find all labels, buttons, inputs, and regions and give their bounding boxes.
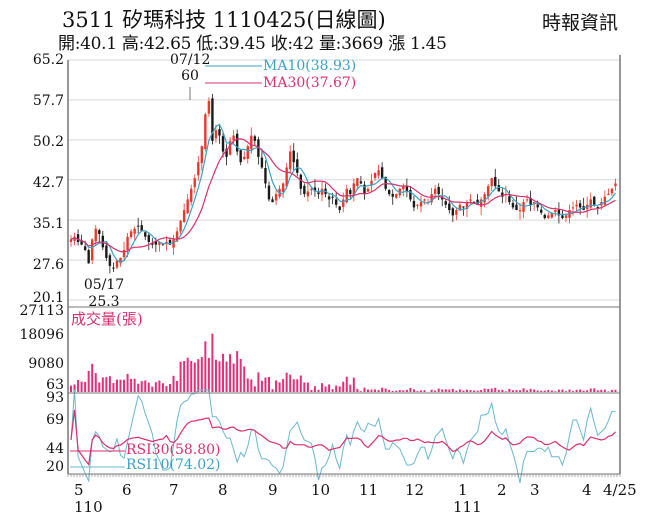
- rsi-ytick: 69: [46, 412, 64, 428]
- xtick-year: 111: [453, 498, 482, 516]
- volume-ytick: 63: [46, 377, 64, 393]
- xtick-year: 110: [74, 498, 103, 516]
- xtick-month: 5: [74, 481, 84, 499]
- chart-frame: [67, 55, 621, 477]
- xtick-last-date: 4/25: [603, 481, 637, 499]
- trough-value-label: 25.3: [88, 294, 120, 310]
- rsi10-legend: RSI10(74.02): [126, 457, 221, 473]
- grid-lines: [68, 59, 620, 301]
- volume-ytick: 18096: [19, 327, 64, 343]
- price-ytick: 35.1: [32, 216, 64, 232]
- volume-ytick: 9080: [28, 356, 64, 372]
- ma30-legend: MA30(37.67): [263, 75, 357, 91]
- price-ytick: 57.7: [32, 93, 64, 109]
- price-ytick: 27.6: [32, 257, 64, 273]
- ohlc-summary: 開:40.1 高:42.65 低:39.45 收:42 量:3669 漲 1.4…: [58, 34, 447, 54]
- candlesticks: [69, 93, 617, 274]
- price-ytick: 65.2: [32, 52, 64, 68]
- rsi-ytick: 44: [46, 441, 64, 457]
- volume-ytick: 27113: [19, 303, 64, 319]
- peak-value-label: 60: [181, 68, 199, 84]
- xtick-month: 8: [218, 481, 228, 499]
- price-ytick: 50.2: [32, 134, 64, 150]
- volume-bars: [70, 333, 617, 392]
- xtick-month: 9: [268, 481, 278, 499]
- xtick-month: 2: [497, 481, 507, 499]
- chart-title: 3511 矽瑪科技 1110425(日線圖): [62, 8, 386, 32]
- rsi-ytick: 93: [46, 390, 64, 406]
- rsi30-legend: RSI30(58.80): [126, 442, 221, 458]
- xtick-month: 1: [458, 481, 468, 499]
- trough-date-label: 05/17: [83, 277, 125, 293]
- xtick-month: 11: [359, 481, 379, 499]
- xtick-month: 7: [169, 481, 179, 499]
- xtick-month: 3: [530, 481, 540, 499]
- indicator-lines: [70, 65, 616, 484]
- volume-title: 成交量(張): [71, 310, 143, 328]
- ma10-legend: MA10(38.93): [263, 58, 357, 74]
- price-ytick: 20.1: [32, 290, 64, 306]
- data-source-label: 時報資訊: [541, 12, 618, 34]
- xtick-month: 10: [311, 481, 331, 499]
- xtick-month: 4: [582, 481, 592, 499]
- xtick-month: 12: [405, 481, 425, 499]
- price-ytick: 42.7: [32, 175, 64, 191]
- rsi-ytick: 20: [46, 459, 64, 475]
- peak-date-label: 07/12: [170, 52, 211, 68]
- xtick-month: 6: [122, 481, 132, 499]
